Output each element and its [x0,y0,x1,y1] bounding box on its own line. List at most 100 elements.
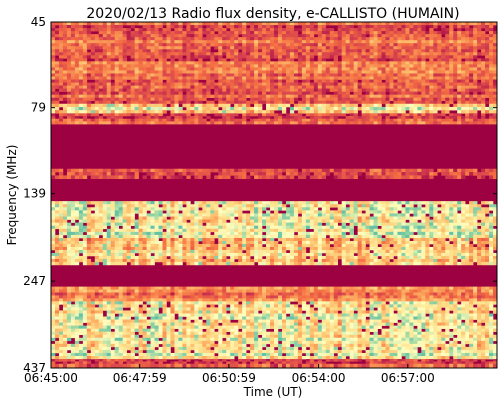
spectrogram-cell [234,225,239,230]
spectrogram-cell [86,85,92,89]
spectrogram-cell [349,121,354,125]
spectrogram-cell [146,82,151,86]
spectrogram-cell [397,70,402,74]
spectrogram-cell [397,213,402,217]
spectrogram-cell [325,116,331,120]
spectrogram-cell [441,67,446,71]
spectrogram-cell [317,210,323,214]
spectrogram-cell [333,67,339,71]
spectrogram-cell [489,113,494,117]
spectrogram-cell [401,82,406,86]
spectrogram-cell [190,118,195,122]
spectrogram-cell [238,175,243,180]
spectrogram-cell [154,121,159,125]
spectrogram-cell [321,49,327,53]
spectrogram-cell [162,121,167,125]
spectrogram-cell [333,37,339,41]
spectrogram-cell [74,103,80,108]
spectrogram-cell [210,118,215,122]
spectrogram-cell [202,73,207,77]
spectrogram-cell [138,52,143,56]
spectrogram-cell [66,73,72,77]
spectrogram-cell [333,31,339,35]
spectrogram-cell [226,110,231,114]
spectrogram-cell [166,79,171,83]
spectrogram-cell [130,67,135,71]
spectrogram-cell [333,70,339,74]
spectrogram-cell [194,43,199,47]
spectrogram-cell [138,216,143,220]
spectrogram-cell [182,61,187,65]
spectrogram-cell [345,225,350,230]
spectrogram-cell [477,207,482,211]
spectrogram-cell [242,118,247,122]
spectrogram-cell [238,52,243,56]
spectrogram-cell [385,76,390,80]
spectrogram-cell [341,110,346,114]
spectrogram-cell [82,175,88,180]
spectrogram-cell [82,34,88,38]
spectrogram-cell [385,103,390,108]
spectrogram-cell [190,91,195,95]
spectrogram-cell [238,222,243,226]
spectrogram-cell [417,175,422,180]
spectrogram-cell [178,213,183,217]
spectrogram-cell [262,37,267,41]
spectrogram-cell [106,67,112,71]
spectrogram-cell [277,201,283,205]
spectrogram-cell [325,110,331,114]
spectrogram-cell [254,46,259,50]
spectrogram-cell [425,73,430,77]
spectrogram-cell [481,113,486,117]
spectrogram-cell [417,168,422,173]
spectrogram-cell [393,52,398,56]
spectrogram-cell [469,97,474,102]
spectrogram-cell [162,231,167,236]
spectrogram-cell [417,213,422,217]
spectrogram-cell [397,225,402,230]
spectrogram-cell [226,82,231,86]
spectrogram-cell [134,52,139,56]
spectrogram-cell [285,210,291,214]
spectrogram-cell [134,34,139,38]
spectrogram-cell [274,103,279,108]
spectrogram-cell [254,88,259,92]
spectrogram-cell [242,113,247,117]
spectrogram-cell [214,37,219,41]
spectrogram-cell [266,210,271,214]
spectrogram-cell [397,207,402,211]
spectrogram-cell [317,31,323,35]
spectrogram-cell [198,31,203,35]
spectrogram-cell [270,168,275,173]
spectrogram-cell [206,34,211,38]
spectrogram-cell [202,37,207,41]
spectrogram-cell [293,201,299,205]
spectrogram-cell [58,222,64,226]
spectrogram-cell [138,43,143,47]
spectrogram-cell [166,22,171,26]
spectrogram-cell [281,97,287,102]
spectrogram-cell [441,58,446,62]
spectrogram-cell [234,100,239,105]
spectrogram-cell [78,67,84,71]
spectrogram-cell [210,213,215,217]
spectrogram-cell [270,113,275,117]
spectrogram-cell [433,34,438,38]
spectrogram-cell [266,85,271,89]
spectrogram-cell [305,28,311,32]
spectrogram-cell [297,61,303,65]
spectrogram-cell [146,172,151,176]
spectrogram-cell [489,85,494,89]
spectrogram-cell [329,222,335,226]
spectrogram-cell [293,49,299,53]
spectrogram-cell [78,201,84,205]
spectrogram-cell [90,207,96,211]
spectrogram-cell [385,40,390,44]
spectrogram-cell [445,34,450,38]
spectrogram-cell [297,103,303,108]
spectrogram-cell [258,172,263,176]
spectrogram-cell [198,28,203,32]
spectrogram-cell [449,64,454,68]
spectrogram-cell [74,67,80,71]
spectrogram-cell [317,91,323,95]
